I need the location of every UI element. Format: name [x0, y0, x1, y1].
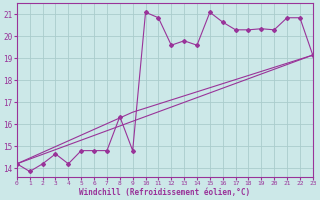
- X-axis label: Windchill (Refroidissement éolien,°C): Windchill (Refroidissement éolien,°C): [79, 188, 250, 197]
